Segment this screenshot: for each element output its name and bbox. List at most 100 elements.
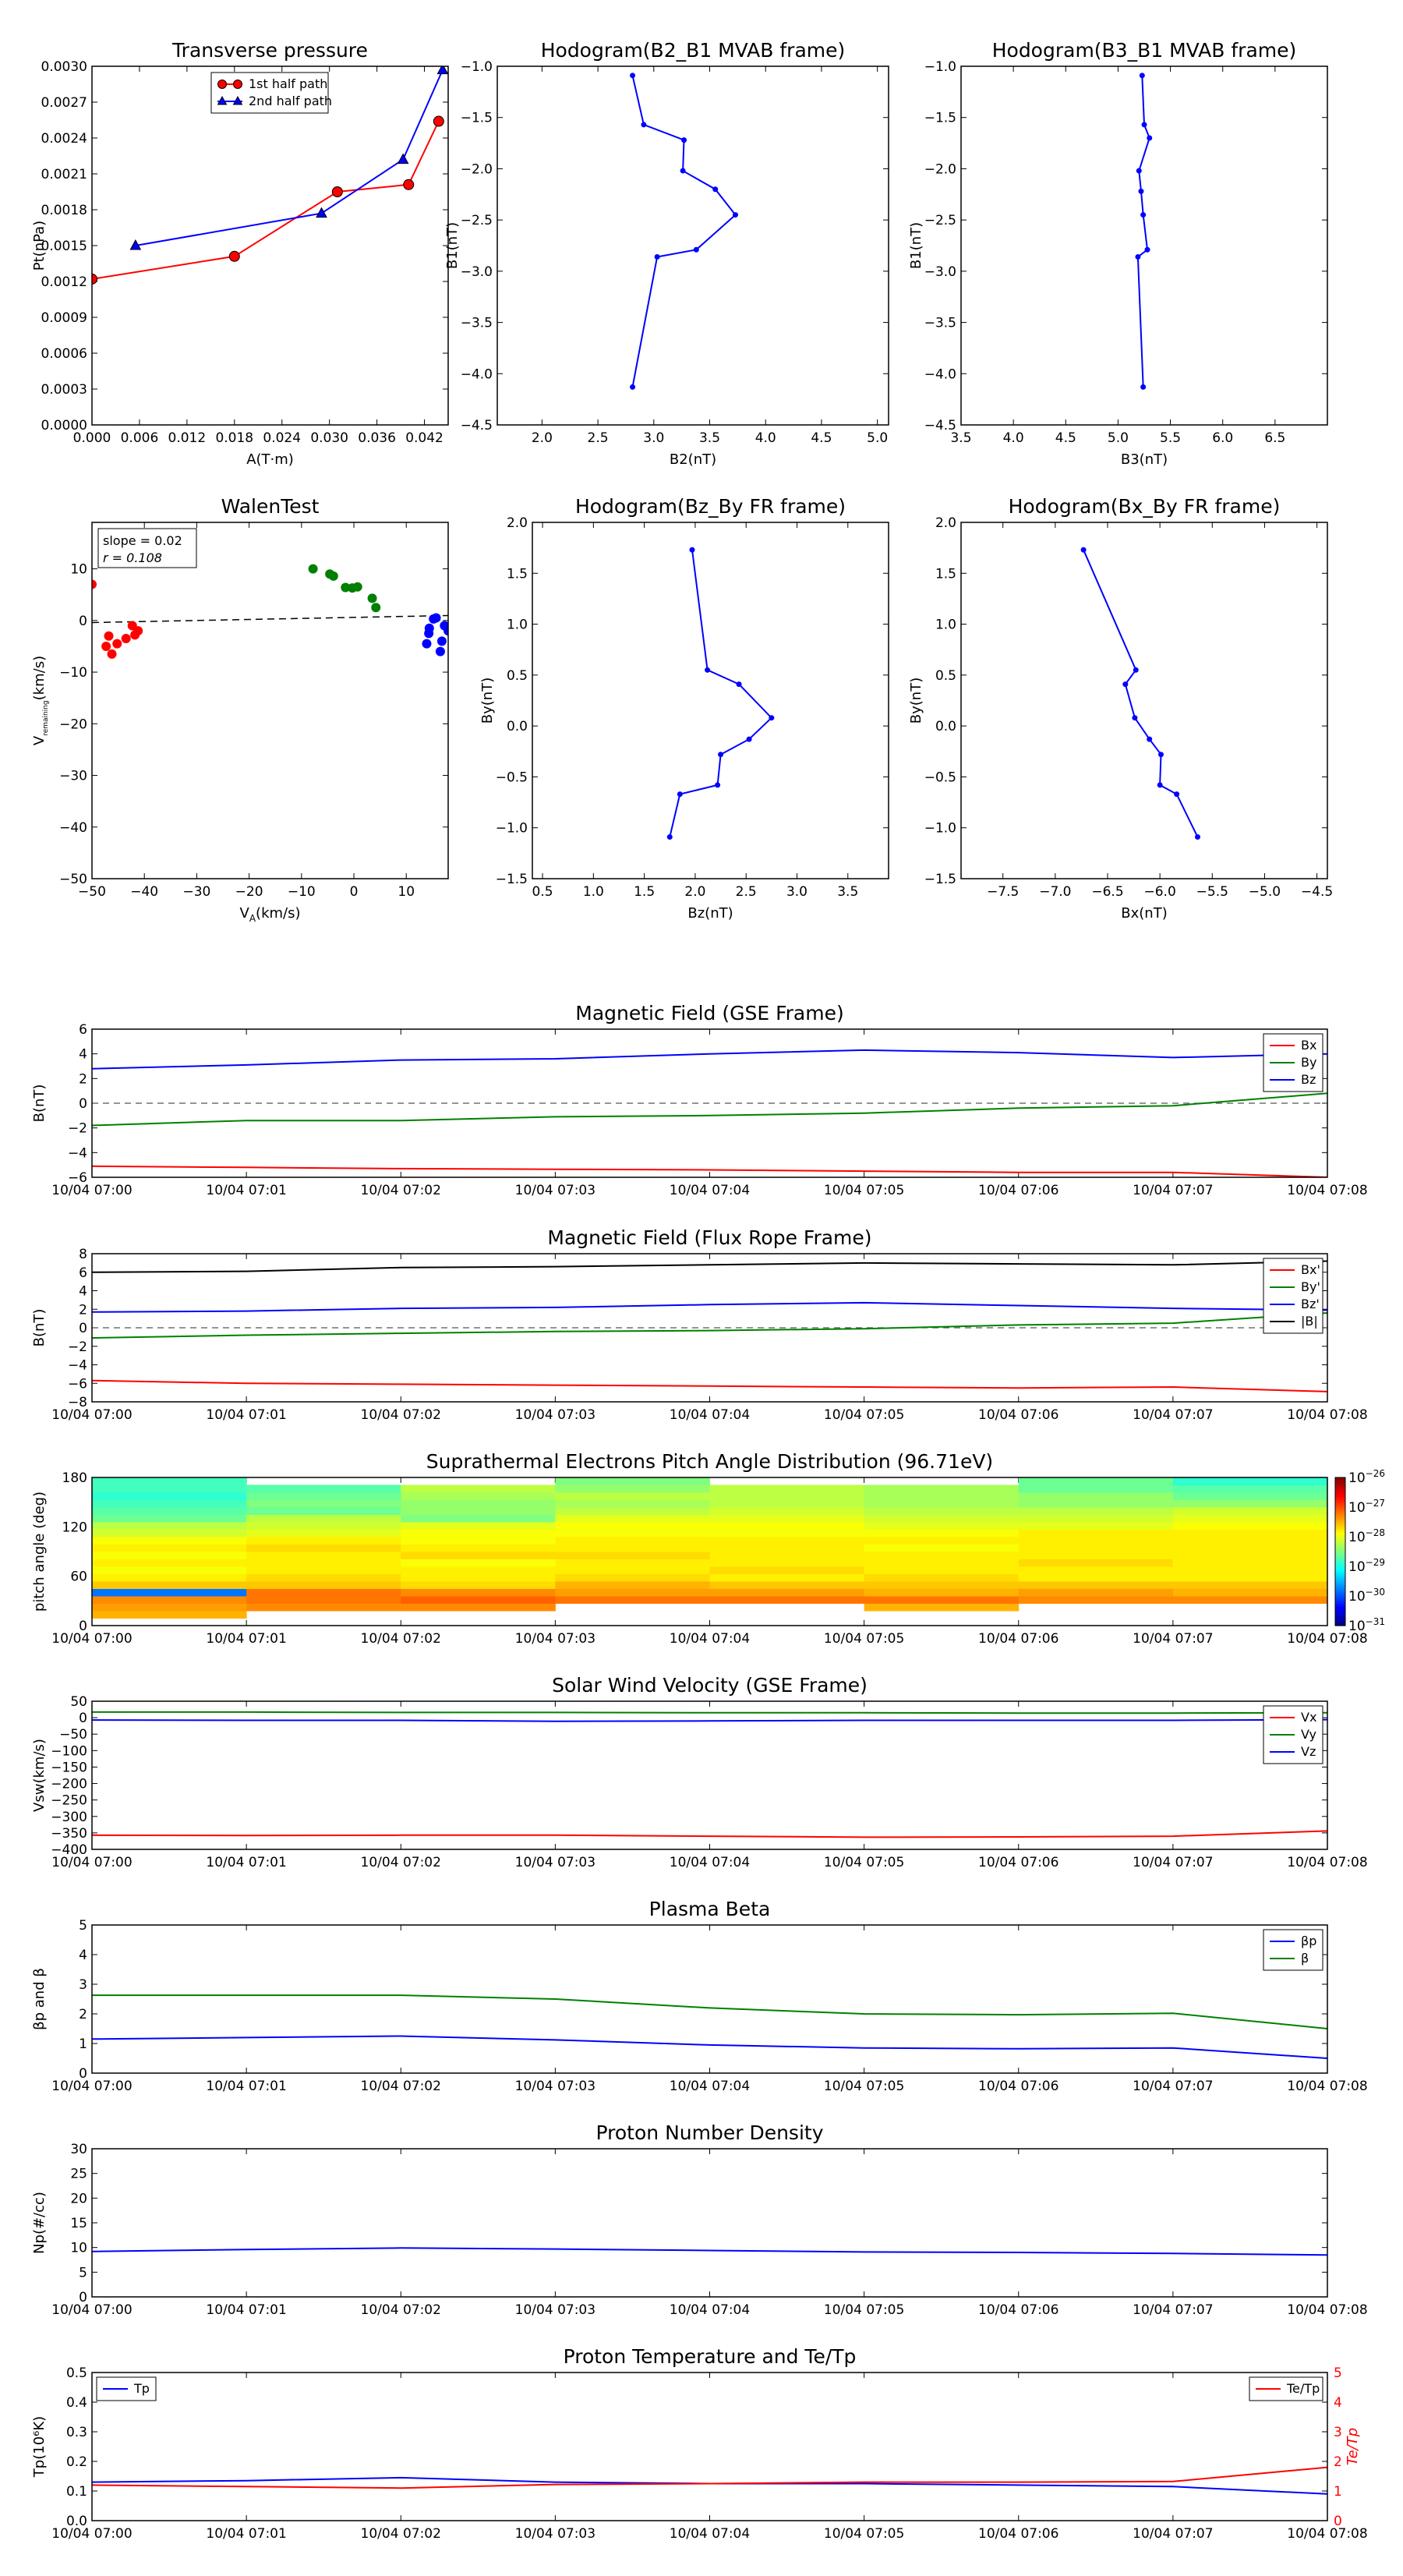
heatmap-cell [555,1507,710,1515]
heatmap-cell [864,1552,1020,1559]
y-tick-label: −4.5 [924,418,956,433]
chart-title: Plasma Beta [649,1898,771,1920]
heatmap-cell [246,1507,401,1515]
panel-hodo_b3b1: Hodogram(B3_B1 MVAB frame) 3.5 4.0 4.5 5.0 5.… [908,39,1328,468]
y-tick-label: 50 [70,1694,87,1710]
x-tick-label: 0.012 [168,430,207,446]
colorbar-tick-base: 10 [1348,1619,1366,1634]
legend: 1st half path 2nd half path [210,72,332,114]
y-tick-label: 60 [70,1569,87,1585]
data-point [121,634,131,644]
x-tick-label: 0.042 [405,430,444,446]
plot-frame [91,1253,1328,1403]
colorbar-cell [1335,1546,1345,1550]
colorbar-cell [1335,1495,1345,1498]
heatmap-cell [401,1559,556,1567]
data-point [1157,782,1163,788]
panel-hodo_bxby: Hodogram(Bx_By FR frame) −7.5 −7.0 −6.5 −6.0… [908,495,1333,922]
colorbar-cell [1335,1527,1345,1530]
x-tick-label: 10/04 07:04 [670,2079,750,2094]
x-tick-label: 2.0 [532,430,553,446]
x-tick-label: 10/04 07:06 [978,1407,1058,1423]
x-tick-label: 1.5 [634,884,655,900]
colorbar-cell [1335,1487,1345,1491]
y-tick-label: 0.0000 [41,418,87,433]
heatmap-cell [246,1537,401,1545]
heatmap-cell [709,1559,865,1567]
x-tick-label: 10/04 07:03 [515,1183,595,1198]
x-tick-label: −7.0 [1039,884,1071,900]
heatmap-cell [92,1581,247,1589]
data-point [1136,168,1142,174]
heatmap-cell [709,1514,865,1523]
colorbar-cell [1335,1514,1345,1518]
data-point [1174,791,1180,798]
data-point [104,631,114,641]
heatmap-cell [555,1484,710,1493]
legend-label: By [1301,1055,1316,1070]
x-tick-label: −4.5 [1301,884,1333,900]
y-tick-label: 0.0030 [41,59,87,75]
colorbar-cell [1335,1489,1345,1493]
data-point [130,630,140,640]
colorbar-cell [1335,1601,1345,1605]
y-tick-label: 8 [79,1247,87,1262]
x-tick-label: 10/04 07:05 [824,2526,904,2542]
legend: Bx' By' Bz' |B| [1263,1258,1323,1334]
legend-label: Bz' [1301,1297,1320,1311]
panel-hodo_bzby: Hodogram(Bz_By FR frame) 0.5 1.0 1.5 2.0 2.5 3… [479,495,889,922]
x-tick-label: 2.0 [684,884,705,900]
heatmap-cell [864,1566,1020,1574]
colorbar-tick-label: 10−27 [1348,1498,1385,1516]
series-line-2nd half path [135,69,444,246]
series-line-By' [92,1312,1327,1339]
colorbar-cell [1335,1497,1345,1501]
y-tick-label: 10 [70,2241,87,2256]
y-tick-label: 4 [79,1948,87,1963]
x-tick-label: 10/04 07:01 [206,1631,286,1647]
x-tick-label: 10/04 07:07 [1133,2302,1213,2318]
colorbar-cell [1335,1559,1345,1562]
data-point [92,579,97,589]
colorbar-tick-exp: −27 [1366,1498,1385,1509]
colorbar-tick-base: 10 [1348,1500,1366,1516]
y-tick-label: −20 [59,717,87,732]
heatmap-cell [555,1573,710,1582]
legend-frame [1263,1929,1323,1971]
x-tick-label: 10/04 07:00 [51,1407,132,1423]
heatmap-cell [864,1492,1020,1500]
x-tick-label: 1.0 [583,884,604,900]
series-line-Np [92,2247,1327,2256]
fit-line [91,614,449,624]
chart-title: Hodogram(B3_B1 MVAB frame) [992,39,1297,62]
y-tick-label: 0.0003 [41,382,87,398]
colorbar-tick-exp: −26 [1366,1468,1385,1479]
heatmap-cell [401,1596,556,1604]
heatmap-cell [709,1484,865,1493]
y-tick-label: 1.0 [507,617,528,633]
panel-vsw: Solar Wind Velocity (GSE Frame) 10/04 07:… [31,1674,1368,1870]
colorbar-tick-label: 10−26 [1348,1468,1385,1486]
y-tick-label: −3.0 [461,264,493,280]
heatmap-cell [401,1514,556,1523]
y-tick-label: 1 [79,2036,87,2052]
x-tick-label: 10/04 07:02 [361,2302,441,2318]
y-tick-label: 6 [79,1265,87,1281]
y-axis-label: B1(nT) [444,222,461,269]
colorbar-cell [1335,1537,1345,1540]
y-tick-label: 2 [79,1302,87,1318]
x-tick-label: 10/04 07:04 [670,2302,750,2318]
y-tick-label: 10 [70,562,87,578]
heatmap-cell [1018,1477,1174,1485]
y2-tick-label: 2 [1334,2454,1342,2470]
y2-tick-label: 4 [1334,2395,1342,2411]
data-point [422,639,432,649]
data-point [718,752,724,758]
series-line-Te/Tp [92,2466,1327,2489]
data-point [1132,715,1138,721]
colorbar-cell [1335,1581,1345,1584]
panel-transverse: Transverse pressure 0.000 0.006 0.012 0.018 0… [31,39,449,468]
data-point [1138,188,1144,194]
colorbar-cell [1335,1620,1345,1624]
y-tick-label: 5 [79,2265,87,2281]
